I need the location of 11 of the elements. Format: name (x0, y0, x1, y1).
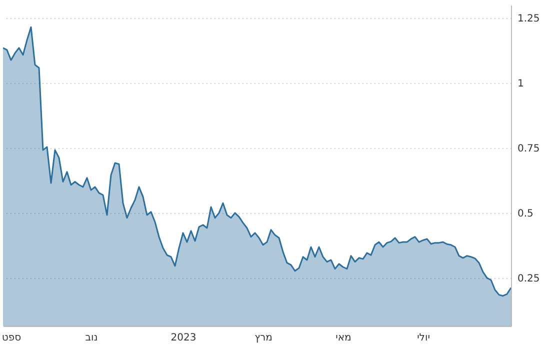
y-tick-label: 0.5 (518, 208, 534, 220)
y-tick-label: 1 (518, 78, 524, 90)
x-tick-label: נוב (85, 332, 98, 344)
x-tick-label: ספט (2, 332, 22, 344)
x-tick-label: מרץ (254, 332, 272, 344)
x-tick-label: מאי (336, 332, 352, 344)
x-tick-label: 2023 (170, 332, 196, 344)
y-tick-label: 0.75 (518, 143, 540, 154)
y-tick-label: 0.25 (518, 273, 540, 284)
y-tick-label: 1.25 (518, 13, 540, 24)
x-tick-label: יולי (417, 332, 430, 344)
